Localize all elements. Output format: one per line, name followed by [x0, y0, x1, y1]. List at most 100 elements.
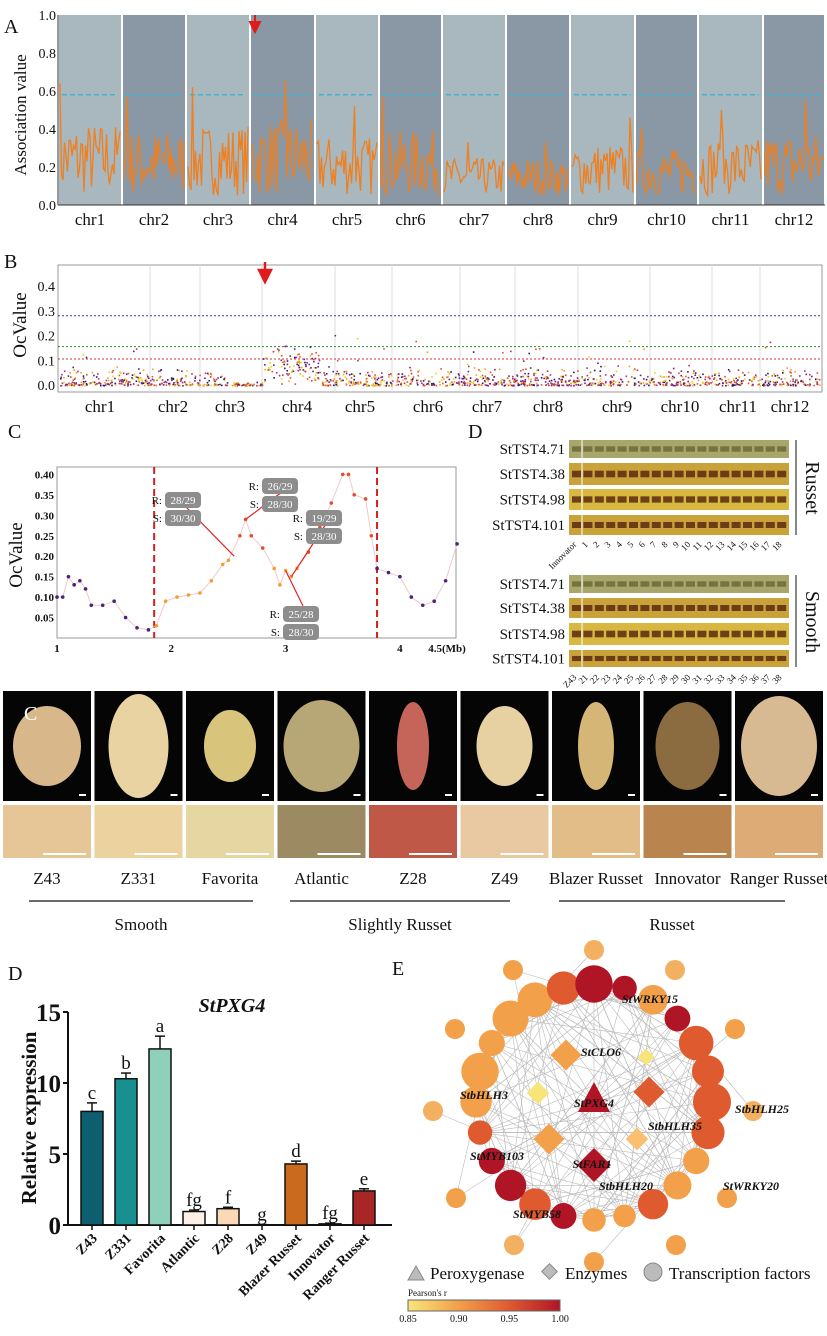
ocvalue-point [435, 384, 438, 387]
ocvalue-point [548, 380, 551, 382]
ocvalue-point [336, 380, 338, 382]
ocvalue-point [162, 384, 165, 386]
scale-bar [536, 794, 544, 796]
transcription-factor-node [665, 960, 685, 980]
gel-band [777, 581, 787, 587]
ocvalue-point [610, 375, 612, 377]
legend-label: Transcription factors [669, 1264, 811, 1283]
gel-band [720, 496, 730, 503]
gel-band [629, 630, 638, 638]
ocvalue-point [165, 384, 168, 386]
ocvalue-point [588, 356, 590, 358]
ocvalue-point [92, 381, 94, 383]
ocvalue-point [283, 360, 286, 363]
gel-band [697, 655, 707, 662]
ocvalue-point [787, 383, 789, 385]
ocvalue-point [345, 383, 347, 385]
ocvalue-point [350, 373, 353, 375]
ocvalue-point [197, 382, 200, 385]
data-point [163, 599, 168, 603]
ocvalue-point [416, 382, 419, 384]
gel-band [686, 605, 695, 611]
marker-label: StTST4.71 [500, 442, 565, 458]
gel-band [674, 496, 684, 503]
ocvalue-point [348, 380, 351, 382]
gel-band [572, 470, 581, 478]
ocvalue-point [353, 378, 355, 381]
ocvalue-point [326, 384, 329, 387]
ocvalue-point [576, 377, 579, 379]
ocvalue-point [668, 375, 670, 378]
ocvalue-point [428, 384, 430, 386]
ocvalue-point [417, 370, 419, 373]
ocvalue-point [348, 374, 351, 376]
ocvalue-point [506, 383, 508, 386]
ocvalue-point [159, 383, 161, 386]
ocvalue-point [609, 380, 612, 383]
x-tick-label: chr1 [75, 210, 105, 229]
annotation-r-value: 26/29 [267, 481, 293, 493]
ocvalue-point [251, 383, 253, 386]
transcription-factor-node [446, 1188, 466, 1208]
ocvalue-point [764, 346, 767, 349]
ocvalue-point [581, 383, 583, 386]
ocvalue-point [396, 380, 399, 382]
ocvalue-point [198, 384, 200, 386]
ocvalue-point [522, 360, 525, 362]
ocvalue-point [671, 378, 674, 380]
ocvalue-point [807, 384, 809, 386]
ocvalue-point [273, 364, 275, 366]
ocvalue-point [415, 340, 417, 343]
ocvalue-point [570, 385, 572, 387]
gel-band [765, 470, 775, 478]
ocvalue-point [457, 373, 460, 375]
ocvalue-point [365, 382, 367, 384]
variety-label: Z43 [33, 869, 60, 888]
y-tick-label: 0.10 [35, 592, 55, 604]
ocvalue-point [432, 382, 435, 385]
x-tick-label: chr3 [203, 210, 233, 229]
annotation-r-value: 28/29 [170, 495, 196, 507]
ocvalue-point [93, 381, 96, 383]
ocvalue-point [586, 374, 589, 377]
transcription-factor-node [478, 1029, 505, 1057]
enzyme-node [577, 1148, 611, 1182]
ocvalue-point [645, 378, 648, 381]
ocvalue-point [605, 381, 607, 383]
ocvalue-point [84, 385, 86, 387]
ocvalue-point [704, 381, 707, 384]
ocvalue-point [248, 383, 251, 385]
ocvalue-point [764, 380, 767, 382]
ocvalue-point [524, 379, 527, 381]
ocvalue-point [88, 382, 91, 385]
ocvalue-point [514, 380, 517, 382]
ocvalue-point [736, 383, 739, 385]
ocvalue-point [431, 382, 433, 385]
ocvalue-point [302, 369, 305, 371]
ocvalue-point [739, 383, 742, 385]
y-tick-label: 0.6 [39, 85, 57, 100]
ocvalue-point [753, 376, 756, 378]
transcription-factor-node [517, 982, 553, 1018]
gel-band [754, 446, 764, 452]
gel-band [594, 446, 604, 452]
ocvalue-point [467, 370, 470, 373]
network-edge [479, 1132, 697, 1162]
ocvalue-point [597, 382, 600, 384]
ocvalue-point [351, 384, 354, 386]
gene-label: StWRKY20 [723, 1179, 779, 1193]
ocvalue-point [120, 382, 122, 385]
ocvalue-point [524, 372, 526, 375]
ocvalue-point [369, 375, 371, 377]
ocvalue-point [702, 373, 704, 376]
ocvalue-point [451, 381, 453, 384]
ocvalue-point [176, 369, 179, 371]
ocvalue-point [600, 384, 602, 387]
ocvalue-point [261, 384, 264, 387]
ocvalue-point [99, 383, 102, 385]
ocvalue-point [513, 381, 516, 383]
ocvalue-point [433, 384, 436, 386]
ocvalue-point [179, 385, 181, 387]
ocvalue-point [174, 383, 176, 386]
data-point [238, 533, 242, 538]
